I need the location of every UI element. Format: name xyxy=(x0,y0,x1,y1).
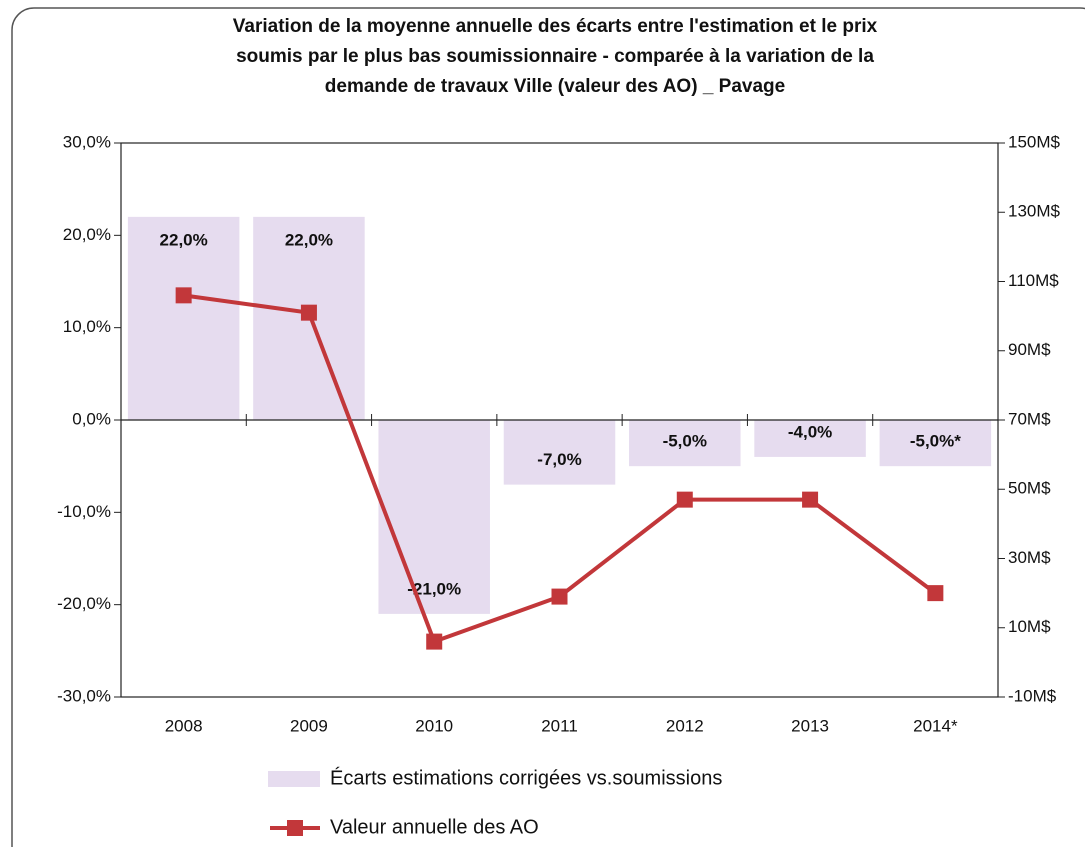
x-tick-label: 2008 xyxy=(165,716,203,735)
line-marker xyxy=(676,491,693,508)
bar xyxy=(879,420,992,467)
chart-title: Variation de la moyenne annuelle des éca… xyxy=(233,16,878,37)
y2-tick-label: 10M$ xyxy=(1008,617,1051,636)
line-marker xyxy=(175,287,192,304)
y2-tick-label: 130M$ xyxy=(1008,202,1061,221)
line-marker xyxy=(802,491,819,508)
chart-title: soumis par le plus bas soumissionnaire -… xyxy=(236,46,874,67)
legend-swatch xyxy=(287,820,303,836)
x-tick-label: 2014* xyxy=(913,716,958,735)
legend-label: Valeur annuelle des AO xyxy=(330,816,539,838)
y-tick-label: 30,0% xyxy=(63,132,111,151)
data-label: -5,0% xyxy=(663,432,707,451)
chart-border xyxy=(11,7,1085,847)
line-marker xyxy=(426,633,443,650)
bar xyxy=(754,420,866,457)
data-label: 22,0% xyxy=(160,230,208,249)
bar xyxy=(503,420,616,485)
x-tick-label: 2009 xyxy=(290,716,328,735)
y-tick-label: -30,0% xyxy=(57,686,111,705)
y2-tick-label: 150M$ xyxy=(1008,132,1061,151)
legend-swatch xyxy=(268,771,320,787)
y2-tick-label: 90M$ xyxy=(1008,340,1051,359)
bar xyxy=(127,216,240,420)
bar xyxy=(378,420,490,614)
line-marker xyxy=(551,588,568,605)
chart-title: demande de travaux Ville (valeur des AO)… xyxy=(325,76,785,97)
y-tick-label: 20,0% xyxy=(63,225,111,244)
x-tick-label: 2011 xyxy=(541,716,578,735)
data-label: -5,0%* xyxy=(910,432,961,451)
line-marker xyxy=(300,304,317,321)
x-tick-label: 2012 xyxy=(666,716,704,735)
y2-tick-label: 30M$ xyxy=(1008,548,1051,567)
x-tick-label: 2010 xyxy=(415,716,453,735)
y-tick-label: 0,0% xyxy=(72,409,111,428)
y2-tick-label: 50M$ xyxy=(1008,479,1051,498)
bar xyxy=(629,420,741,467)
legend-label: Écarts estimations corrigées vs.soumissi… xyxy=(330,766,722,789)
data-label: -7,0% xyxy=(537,450,581,469)
y2-tick-label: 110M$ xyxy=(1008,271,1059,290)
y2-tick-label: -10M$ xyxy=(1008,686,1057,705)
y2-tick-label: 70M$ xyxy=(1008,409,1051,428)
line-marker xyxy=(927,585,944,602)
x-tick-label: 2013 xyxy=(791,716,829,735)
y-tick-label: -10,0% xyxy=(57,502,111,521)
data-label: 22,0% xyxy=(285,230,333,249)
data-label: -4,0% xyxy=(788,422,832,441)
data-label: -21,0% xyxy=(407,579,461,598)
y-tick-label: 10,0% xyxy=(63,317,111,336)
y-tick-label: -20,0% xyxy=(57,594,111,613)
